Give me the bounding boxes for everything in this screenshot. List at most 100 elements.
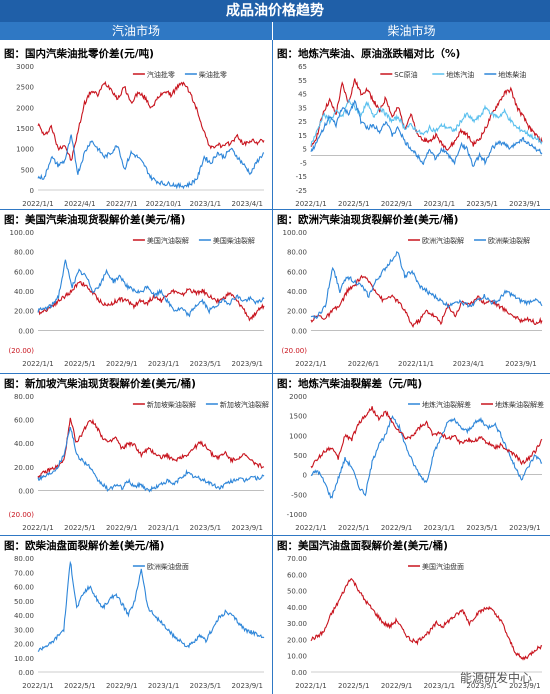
series-line-4-1 — [37, 426, 265, 493]
legend-label: 美国柴油裂解 — [213, 236, 255, 245]
x-tick-label: 2023/5/1 — [190, 682, 221, 690]
y-tick-label: 40.00 — [14, 440, 34, 448]
y-tick-label: 60.00 — [14, 268, 34, 276]
y-tick-label: 2500 — [16, 84, 34, 92]
x-tick-label: 2022/9/1 — [381, 682, 412, 690]
x-tick-label: 2023/1/1 — [148, 524, 179, 532]
x-tick-label: 2023/1/1 — [148, 682, 179, 690]
y-tick-label: -500 — [291, 491, 307, 499]
series-line-3-0 — [310, 274, 543, 328]
panel-separator — [273, 209, 550, 210]
y-tick-label: 0 — [30, 187, 34, 195]
y-tick-label: 1500 — [289, 413, 307, 421]
y-tick-label: 60.00 — [14, 584, 34, 592]
panel-separator — [0, 373, 272, 374]
series-line-1-1 — [310, 99, 543, 147]
panel-separator — [273, 373, 550, 374]
legend-label: 欧洲汽油裂解 — [422, 236, 464, 245]
x-tick-label: 2022/5/1 — [338, 682, 369, 690]
column-header-diesel: 柴油市场 — [273, 22, 550, 40]
y-tick-label: 20.00 — [14, 308, 34, 316]
x-tick-label: 2023/9/1 — [232, 360, 263, 368]
y-tick-label: 20.00 — [14, 641, 34, 649]
x-tick-label: 2022/1/1 — [295, 682, 326, 690]
y-tick-label: 70.00 — [287, 555, 307, 563]
chart-title-c7: 图：欧柴油盘面裂解价差(美元/桶) — [4, 540, 165, 552]
y-tick-label: 40.00 — [14, 612, 34, 620]
y-tick-label: 3000 — [16, 63, 34, 71]
column-header-gasoline: 汽油市场 — [0, 22, 272, 40]
x-tick-label: 2022/9/1 — [381, 200, 412, 208]
y-tick-label: -5 — [300, 159, 307, 167]
panel-separator — [0, 535, 272, 536]
x-tick-label: 2022/1/1 — [22, 524, 53, 532]
legend-label: 美国汽油盘面 — [422, 562, 464, 571]
series-line-6-0 — [37, 560, 265, 652]
panel-separator — [0, 209, 272, 210]
chart-title-c6: 图：地炼汽柴油裂解差（元/吨) — [277, 378, 423, 390]
y-tick-label: 80.00 — [14, 249, 34, 257]
chart-c6: -1000 -500 0 500 1000 1500 2000 2022/1/1 2022/5/… — [287, 393, 544, 532]
y-tick-label: (20.00) — [8, 511, 34, 519]
y-tick-label: 20.00 — [287, 636, 307, 644]
chart-c5: (20.00) 0.00 20.00 40.00 60.00 80.00 2022/1/1 2… — [8, 393, 269, 532]
x-tick-label: 2022/5/1 — [64, 524, 95, 532]
x-tick-label: 2023/5/1 — [190, 360, 221, 368]
x-tick-label: 2022/1/1 — [295, 200, 326, 208]
x-tick-label: 2022/10/1 — [146, 200, 182, 208]
column-divider — [272, 40, 273, 694]
y-tick-label: 500 — [294, 452, 307, 460]
chart-title-c2: 图：地炼汽柴油、原油涨跌幅对比（%) — [277, 48, 461, 60]
chart-title-c3: 图：美国汽柴油现货裂解价差(美元/桶) — [4, 214, 186, 226]
y-tick-label: 100.00 — [283, 229, 308, 237]
chart-title-c1: 图：国内汽柴油批零价差(元/吨) — [4, 48, 154, 60]
x-tick-label: 2023/9/1 — [509, 200, 540, 208]
x-tick-label: 2022/1/1 — [22, 200, 53, 208]
chart-title-c4: 图：欧洲汽柴油现货裂解价差(美元/桶) — [277, 214, 459, 226]
series-line-0-1 — [37, 134, 265, 190]
y-tick-label: 80.00 — [14, 555, 34, 563]
x-tick-label: 2023/5/1 — [466, 682, 497, 690]
legend-label: 新加坡汽油裂解 — [220, 400, 269, 409]
y-tick-label: 50.00 — [287, 588, 307, 596]
x-tick-label: 2022/5/1 — [64, 682, 95, 690]
watermark: 能源研发中心 — [459, 671, 532, 685]
x-tick-label: 2022/11/1 — [398, 360, 434, 368]
y-tick-label: 35 — [298, 104, 307, 112]
legend-label: 柴油批零 — [199, 70, 227, 79]
x-tick-label: 2023/5/1 — [466, 524, 497, 532]
y-tick-label: 10.00 — [287, 653, 307, 661]
y-tick-label: 0.00 — [18, 487, 34, 495]
y-tick-label: 1500 — [16, 125, 34, 133]
x-tick-label: 2023/9/1 — [509, 682, 540, 690]
x-tick-label: 2023/1/1 — [424, 524, 455, 532]
series-line-7-0 — [310, 578, 543, 661]
x-tick-label: 2022/6/1 — [348, 360, 379, 368]
x-tick-label: 2022/4/1 — [64, 200, 95, 208]
y-tick-label: 55 — [298, 77, 307, 85]
series-line-2-1 — [37, 259, 265, 318]
y-tick-label: 65 — [298, 63, 307, 71]
series-line-1-2 — [310, 99, 543, 167]
y-tick-label: 0.00 — [18, 669, 34, 677]
x-tick-label: 2022/5/1 — [64, 360, 95, 368]
y-tick-label: 0.00 — [18, 327, 34, 335]
y-tick-label: 80.00 — [287, 249, 307, 257]
chart-c1: 0 500 1000 1500 2000 2500 3000 2022/1/1 2022/4/1… — [16, 63, 265, 208]
y-tick-label: 30.00 — [287, 620, 307, 628]
series-line-4-0 — [37, 417, 265, 479]
x-tick-label: 2022/9/1 — [381, 524, 412, 532]
y-tick-label: (20.00) — [8, 347, 34, 355]
y-tick-label: 60.00 — [287, 571, 307, 579]
series-line-0-0 — [37, 80, 265, 162]
y-tick-label: 5 — [303, 146, 307, 154]
panel-separator — [273, 535, 550, 536]
legend-label: 地炼汽油 — [446, 70, 474, 79]
y-tick-label: 50.00 — [14, 598, 34, 606]
y-tick-label: 0.00 — [291, 327, 307, 335]
series-line-2-0 — [37, 281, 265, 322]
x-tick-label: 2023/1/1 — [190, 200, 221, 208]
y-tick-label: 500 — [21, 166, 34, 174]
series-line-3-1 — [310, 251, 543, 320]
legend-label: 地炼柴油 — [498, 70, 526, 79]
